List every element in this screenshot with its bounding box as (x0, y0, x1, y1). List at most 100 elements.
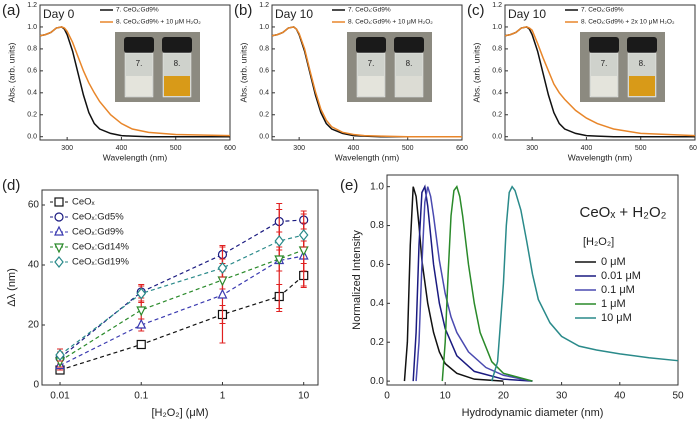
marker (136, 339, 146, 350)
panel-label: (c) (467, 2, 485, 19)
y-axis-label: Abs. (arb. units) (6, 42, 16, 102)
x-tick-label: 400 (116, 145, 128, 152)
vial-label: 7. (368, 59, 375, 68)
panel-label: (e) (340, 177, 358, 194)
y-tick-label: 0.6 (370, 259, 384, 270)
y-tick-label: 0.4 (492, 90, 502, 97)
x-axis-label: Wavelength (nm) (103, 152, 168, 162)
plot-frame (386, 174, 679, 386)
vial-liquid (396, 76, 422, 96)
chart-title: Day 10 (508, 7, 546, 21)
chart-title: CeOₓ + H₂O₂ (579, 204, 666, 221)
legend-label: 8. CeOₓ:Gd9% + 10 μM H₂O₂ (116, 19, 201, 26)
y-tick-label: 0.8 (370, 220, 384, 231)
x-tick-label: 500 (170, 145, 182, 152)
x-tick-label: 300 (61, 145, 73, 152)
plot-frame (39, 4, 231, 141)
marker (274, 255, 285, 266)
y-tick-label: 0.0 (492, 134, 502, 141)
x-tick-label: 50 (672, 391, 684, 402)
vial-label: 7. (601, 59, 608, 68)
vial-liquid (591, 76, 617, 96)
vial-cap (589, 37, 619, 53)
y-axis-label: Abs. (arb. units) (238, 42, 248, 102)
x-tick-label: 500 (402, 145, 414, 152)
legend-label: 0.01 μM (601, 270, 641, 282)
legend-label: CeOₓ (72, 197, 96, 208)
vial-cap (394, 37, 424, 53)
plot-frame (41, 189, 319, 386)
y-tick-label: 20 (28, 320, 40, 331)
y-tick-label: 0.6 (27, 68, 37, 75)
series-line (412, 184, 533, 382)
x-tick-label: 300 (293, 145, 305, 152)
legend-label: 8. CeOₓ:Gd9% + 2x 10 μM H₂O₂ (581, 19, 675, 26)
plot-frame (504, 4, 696, 141)
y-axis-label: Abs. (arb. units) (471, 42, 481, 102)
legend-label: 8. CeOₓ:Gd9% + 10 μM H₂O₂ (348, 19, 433, 26)
series-line (403, 186, 504, 382)
x-axis-label: Wavelength (nm) (568, 152, 633, 162)
vial-liquid (164, 76, 190, 96)
y-axis-label: Normalized Intensity (351, 230, 363, 330)
series-dashed-line (59, 275, 305, 371)
y-tick-label: 0.2 (27, 112, 37, 119)
y-tick-label: 0.2 (492, 112, 502, 119)
x-axis-label: Wavelength (nm) (335, 152, 400, 162)
y-tick-label: 1.0 (259, 24, 269, 31)
x-axis-label: Hydrodynamic diameter (nm) (462, 407, 604, 419)
x-tick-label: 600 (456, 145, 468, 152)
y-tick-label: 1.0 (370, 181, 384, 192)
x-tick-label: 40 (614, 391, 626, 402)
y-tick-label: 0.0 (27, 134, 37, 141)
y-tick-label: 1.2 (27, 2, 37, 9)
series-dashed-line (59, 219, 304, 359)
series-line (415, 186, 533, 382)
marker (136, 306, 147, 317)
vial-label: 7. (136, 59, 143, 68)
y-tick-label: 0.6 (492, 68, 502, 75)
chart-title: Day 10 (275, 7, 313, 21)
y-tick-label: 0.6 (259, 68, 269, 75)
y-tick-label: 0.0 (370, 376, 384, 387)
panel-label: (d) (2, 177, 20, 194)
marker (274, 235, 285, 247)
marker (136, 287, 147, 300)
legend-label: CeOₓ:Gd14% (72, 242, 130, 253)
legend-label: 10 μM (601, 312, 632, 324)
chart-title: Day 0 (43, 7, 75, 21)
y-tick-label: 0.0 (259, 134, 269, 141)
legend-label: 0 μM (601, 256, 626, 268)
marker (55, 349, 65, 361)
legend-label: 7. CeOₓ:Gd9% (348, 7, 391, 14)
y-tick-label: 1.2 (259, 2, 269, 9)
y-tick-label: 0.8 (27, 46, 37, 53)
legend-label: CeOₓ:Gd19% (72, 257, 130, 268)
y-tick-label: 40 (28, 260, 40, 271)
vial-liquid (126, 76, 152, 96)
marker (298, 229, 309, 241)
vial-cap (356, 37, 386, 53)
legend-title: [H₂O₂] (583, 236, 614, 248)
y-tick-label: 0 (33, 380, 39, 391)
y-tick-label: 0.2 (259, 112, 269, 119)
marker (54, 256, 64, 268)
marker (217, 288, 228, 299)
marker (136, 318, 147, 329)
vial-label: 8. (639, 59, 646, 68)
series-dashed-line (59, 255, 304, 367)
plot-frame (271, 4, 463, 141)
legend-label: 7. CeOₓ:Gd9% (116, 7, 159, 14)
vial-liquid (629, 76, 655, 96)
y-tick-label: 0.2 (370, 337, 384, 348)
x-tick-label: 600 (689, 145, 697, 152)
panel-label: (b) (234, 2, 252, 19)
x-tick-label: 300 (526, 145, 538, 152)
x-tick-label: 400 (581, 145, 593, 152)
y-tick-label: 0.4 (27, 90, 37, 97)
x-tick-label: 20 (498, 391, 510, 402)
marker (217, 276, 228, 287)
x-tick-label: 0.01 (50, 391, 70, 402)
x-tick-label: 500 (635, 145, 647, 152)
